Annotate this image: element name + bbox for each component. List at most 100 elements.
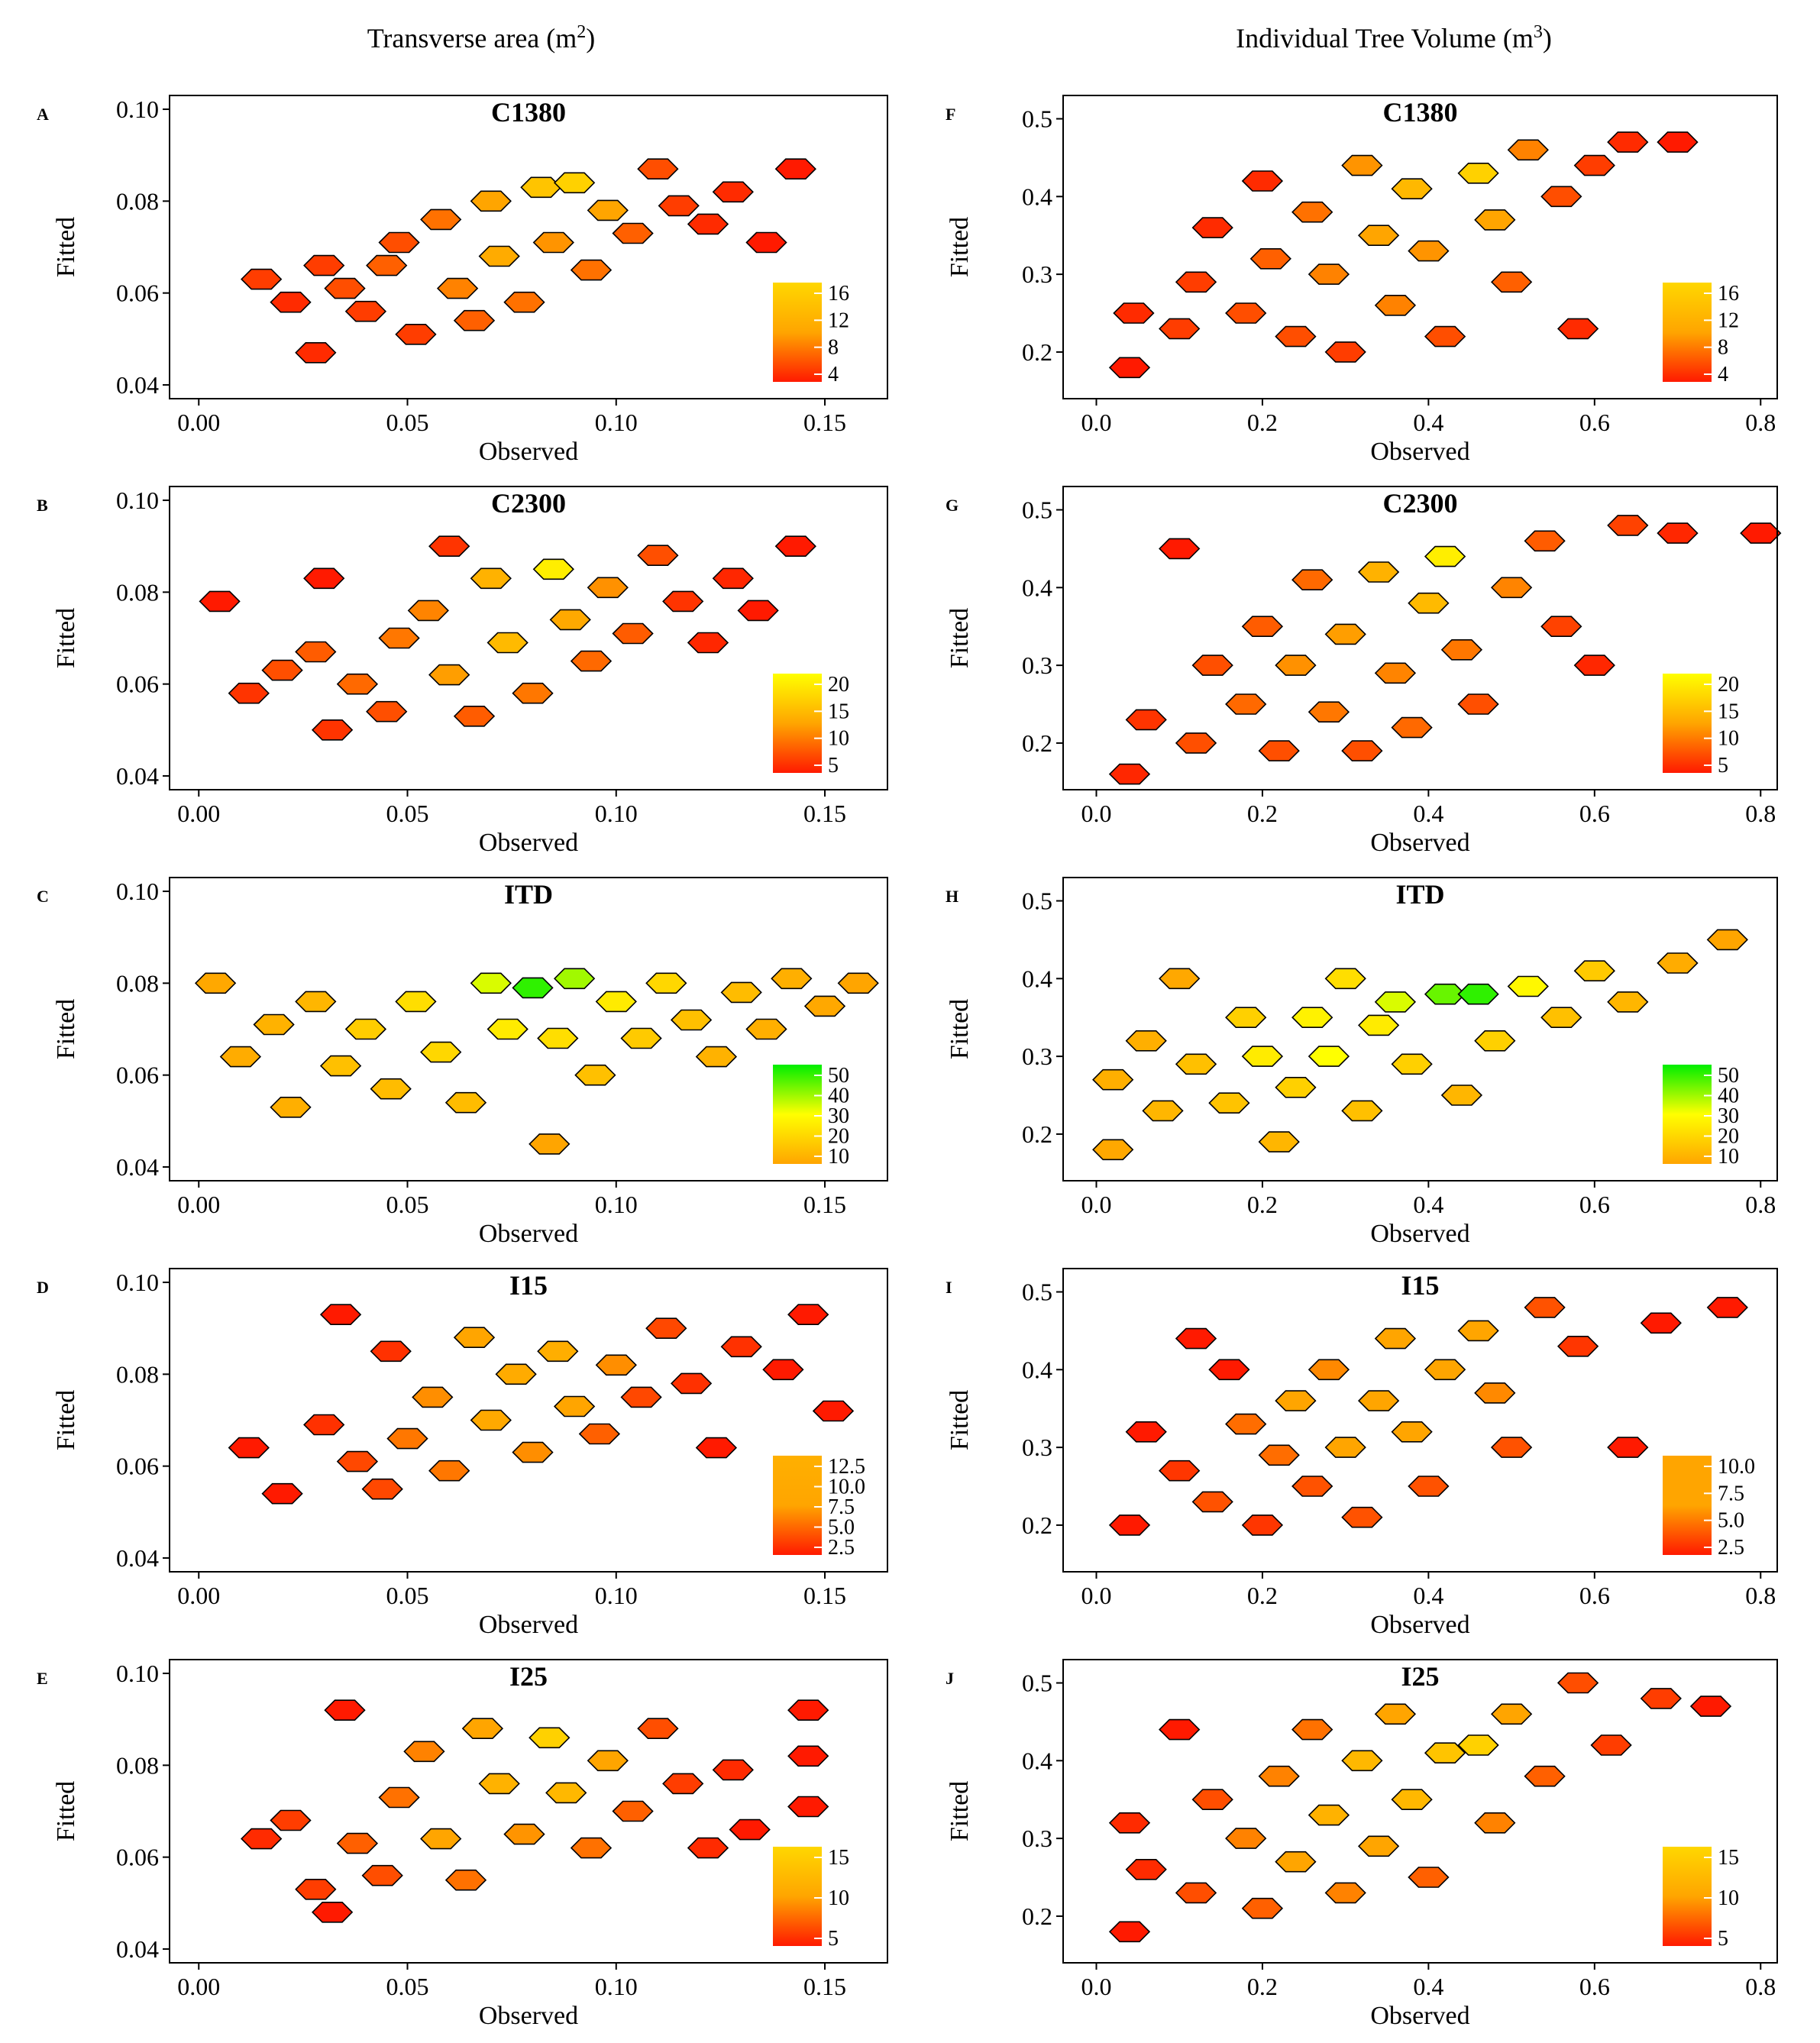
hexbin-cell xyxy=(1191,1491,1233,1513)
hexbin-cell xyxy=(1308,1359,1350,1381)
hexbin-cell xyxy=(553,968,596,990)
panel-title: C2300 xyxy=(1383,488,1458,519)
hexbin-cell xyxy=(219,1046,262,1068)
hexbin-cell xyxy=(1159,1718,1201,1741)
hexbin-cell xyxy=(324,277,366,299)
hexbin-cell xyxy=(1191,1789,1233,1810)
hexbin-cell xyxy=(512,1441,554,1463)
y-tick-label: 0.5 xyxy=(1022,887,1052,915)
hexbin-cell xyxy=(420,1041,462,1063)
legend-label: 10 xyxy=(828,1886,849,1910)
hexbin-cell xyxy=(1440,1085,1483,1106)
hexbin-cell xyxy=(495,1363,537,1385)
legend-label: 5 xyxy=(1718,1927,1728,1951)
hexbin-cell xyxy=(529,1133,571,1155)
y-tick-label: 0.4 xyxy=(1022,1356,1052,1383)
legend-label: 16 xyxy=(1718,282,1739,305)
hexbin-cell xyxy=(261,1482,303,1505)
plot-frame xyxy=(169,1268,888,1573)
panel-e: E I25 0.00 0.05 0.10 0.15 0.04 0.06 0.08 0.10 Obse… xyxy=(37,1659,888,2030)
hexbin-cell xyxy=(1357,561,1400,583)
y-tick-label: 0.5 xyxy=(1022,1278,1052,1306)
hexbin-cell xyxy=(270,1097,312,1118)
hexbin-cell xyxy=(270,1809,312,1831)
hexbin-cell xyxy=(1657,952,1699,974)
hexbin-cell xyxy=(1457,1320,1499,1342)
y-tick-label: 0.10 xyxy=(116,487,159,514)
hexbin-cell xyxy=(712,181,754,203)
panel-title: I15 xyxy=(509,1270,548,1301)
hexbin-cell xyxy=(1258,740,1300,761)
y-tick-label: 0.3 xyxy=(1022,1825,1052,1852)
hexbin-cell xyxy=(470,190,512,212)
y-tick-label: 0.06 xyxy=(116,1453,159,1480)
x-axis-label: Observed xyxy=(479,438,578,466)
hexbin-cell xyxy=(1457,983,1499,1005)
y-tick-label: 0.4 xyxy=(1022,1747,1052,1774)
legend-label: 15 xyxy=(1718,700,1739,723)
hexbin-cell xyxy=(503,291,545,313)
x-tick-label: 0.4 xyxy=(1413,1582,1443,1609)
hexbin-cell xyxy=(344,300,387,322)
plot-frame xyxy=(169,1659,888,1964)
hexbin-cell xyxy=(1108,1812,1151,1834)
y-tick-label: 0.2 xyxy=(1022,1902,1052,1930)
y-tick-label: 0.08 xyxy=(116,578,159,606)
hexbin-cell xyxy=(470,972,512,994)
y-tick-label: 0.10 xyxy=(116,1269,159,1296)
hexbin-cell xyxy=(1374,1327,1417,1350)
x-axis-label: Observed xyxy=(479,829,578,857)
legend-label: 12.5 xyxy=(828,1455,865,1479)
hexbin-cell xyxy=(1241,1514,1284,1536)
hexbin-cell xyxy=(487,1018,529,1040)
y-tick-label: 0.3 xyxy=(1022,1043,1052,1070)
panel-i: I I15 0.0 0.2 0.4 0.6 0.8 0.2 0.3 0.4 0.5 Observed F… xyxy=(946,1268,1778,1639)
y-tick-label: 0.4 xyxy=(1022,183,1052,210)
hexbin-cell xyxy=(745,1018,787,1040)
plot-frame xyxy=(1062,1268,1778,1573)
x-tick-label: 0.15 xyxy=(803,409,846,436)
hexbin-cell xyxy=(1208,1359,1250,1381)
x-tick-label: 0.4 xyxy=(1413,409,1443,436)
x-tick-label: 0.8 xyxy=(1745,409,1776,436)
y-axis-label: Fitted xyxy=(946,217,974,277)
hexbin-cell xyxy=(1092,1139,1134,1161)
legend-label: 20 xyxy=(1718,1125,1739,1149)
hexbin-cell xyxy=(1191,655,1233,676)
legend-label: 8 xyxy=(1718,336,1728,360)
hexbin-cell xyxy=(470,567,512,590)
legend-label: 15 xyxy=(1718,1846,1739,1870)
x-tick-label: 0.0 xyxy=(1081,800,1111,827)
hexbin-cell xyxy=(1225,693,1267,715)
hexbin-cell xyxy=(453,309,496,331)
plot-frame xyxy=(169,95,888,399)
hexbin-cell xyxy=(1507,139,1549,161)
hexbin-cell xyxy=(720,1336,762,1358)
y-axis-label: Fitted xyxy=(946,1781,974,1841)
hexbin-cell xyxy=(228,682,270,704)
hexbin-cell xyxy=(695,1046,738,1068)
panel-title: C1380 xyxy=(491,97,566,128)
hexbin-cell xyxy=(1357,1835,1400,1857)
hexbin-cell xyxy=(1391,716,1433,739)
hexbin-cell xyxy=(1258,1444,1300,1466)
x-tick-label: 0.15 xyxy=(803,800,846,827)
hexbin-cell xyxy=(1092,1068,1134,1091)
y-tick-label: 0.06 xyxy=(116,671,159,698)
hexbin-cell xyxy=(1391,1789,1433,1810)
hexbin-cell xyxy=(1291,1007,1333,1028)
hexbin-cell xyxy=(428,664,470,686)
legend-label: 10 xyxy=(828,1145,849,1169)
hexbin-cell xyxy=(428,1460,470,1482)
legend-label: 12 xyxy=(1718,309,1739,332)
x-tick-label: 0.00 xyxy=(177,800,220,827)
hexbin-cell xyxy=(787,1699,829,1721)
x-tick-label: 0.8 xyxy=(1745,1191,1776,1218)
y-axis-label: Fitted xyxy=(946,999,974,1059)
hexbin-cell xyxy=(1208,1092,1250,1114)
hexbin-cell xyxy=(1424,1359,1466,1381)
hexbin-cell xyxy=(1241,1897,1284,1919)
x-tick-label: 0.4 xyxy=(1413,1973,1443,2000)
hexbin-cell xyxy=(1159,968,1201,990)
legend-label: 20 xyxy=(828,1125,849,1149)
